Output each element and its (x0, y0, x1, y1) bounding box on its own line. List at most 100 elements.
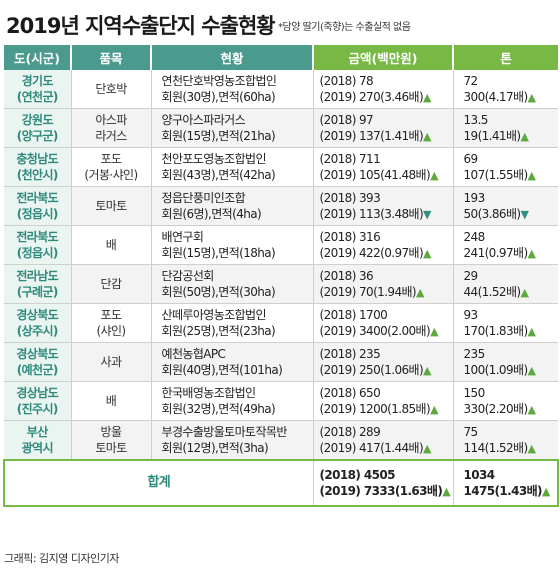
amount-cell: (2018) 711 (2019) 105(41.48배)▲ (313, 147, 454, 187)
ton-trend-icon: ▲ (520, 285, 529, 299)
item-line: 토마토 (95, 441, 127, 455)
ton-2019: 241(0.97배) (463, 245, 529, 260)
status-line: 연천단호박영농조합법인 (161, 74, 277, 88)
region-line: (구례군) (16, 285, 59, 299)
ton-2019-line: 107(1.55배)▲ (464, 167, 559, 184)
ton-cell: 69 107(1.55배)▲ (453, 147, 559, 187)
item-line: (샤인) (96, 324, 126, 338)
col-header-amount: 금액(백만원) (313, 45, 454, 70)
status-cell: 예천농협APC 회원(40명),면적(101ha) (151, 342, 314, 382)
item-line: 단감 (100, 277, 122, 291)
region-line: 경기도 (21, 74, 54, 88)
region-line: (연천군) (16, 90, 59, 104)
ton-2019-line: 241(0.97배)▲ (464, 245, 559, 262)
region-cell: 전라북도 (정읍시) (4, 186, 72, 226)
amount-2018: (2018) 1700 (319, 307, 388, 322)
ton-2019: 170(1.83배) (463, 323, 529, 338)
amount-2019-line: (2019) 113(3.48배)▼ (320, 206, 453, 223)
amount-2019-line: (2019) 70(1.94배)▲ (320, 284, 453, 301)
status-line: 회원(43명),면적(42ha) (161, 168, 276, 182)
amount-2019-line: (2019) 137(1.41배)▲ (320, 128, 453, 145)
amount-2019: (2019) 3400(2.00배) (319, 323, 431, 338)
ton-cell: 29 44(1.52배)▲ (453, 264, 558, 304)
amount-2018: (2018) 78 (319, 73, 374, 88)
amount-2019-line: (2019) 105(41.48배)▲ (320, 167, 453, 184)
ton-cell: 75 114(1.52배)▲ (453, 420, 559, 461)
amount-trend-icon: ▲ (423, 246, 431, 260)
region-cell: 경상북도 (예천군) (4, 342, 72, 382)
region-line: 전라북도 (16, 230, 59, 244)
region-line: 강원도 (21, 113, 54, 127)
total-amount-trend-icon: ▲ (442, 484, 451, 498)
amount-2019: (2019) 417(1.44배) (319, 440, 424, 455)
item-line: 아스파 (95, 113, 127, 127)
ton-trend-icon: ▲ (520, 129, 529, 143)
ton-trend-icon: ▲ (527, 246, 536, 260)
region-cell: 경상북도 (상주시) (4, 303, 72, 343)
ton-2019-line: 330(2.20배)▲ (464, 401, 559, 418)
ton-2018: 193 (463, 190, 486, 205)
item-cell: 토마토 (71, 186, 152, 226)
status-line: 배연구회 (161, 230, 204, 244)
ton-2019: 44(1.52배) (463, 284, 522, 299)
region-line: (상주시) (16, 324, 59, 338)
amount-trend-icon: ▲ (423, 363, 431, 377)
amount-2019: (2019) 250(1.06배) (319, 362, 424, 377)
amount-2019: (2019) 70(1.94배) (319, 284, 417, 299)
amount-trend-icon: ▲ (430, 402, 438, 416)
ton-2018: 235 (463, 346, 486, 361)
amount-2018: (2018) 650 (319, 385, 381, 400)
region-line: 전라남도 (16, 269, 59, 283)
col-header-item: 품목 (71, 45, 152, 70)
total-ton-cell: 1034 1475(1.43배)▲ (453, 459, 559, 507)
ton-cell: 193 50(3.86배)▼ (453, 186, 558, 226)
amount-2018: (2018) 289 (319, 424, 381, 439)
status-cell: 한국배영농조합법인 회원(32명),면적(49ha) (151, 381, 314, 421)
ton-2018: 75 (463, 424, 479, 439)
ton-2019: 107(1.55배) (463, 167, 529, 182)
item-cell: 단감 (71, 264, 152, 304)
ton-trend-icon: ▼ (520, 207, 529, 221)
total-amount-2018: (2018) 4505 (319, 467, 396, 482)
amount-2018: (2018) 316 (319, 229, 381, 244)
region-cell: 경상남도 (진주시) (4, 381, 72, 421)
item-cell: 단호박 (71, 70, 152, 109)
amount-2019: (2019) 1200(1.85배) (319, 401, 431, 416)
item-line: 배 (105, 238, 117, 252)
ton-2019: 100(1.09배) (463, 362, 529, 377)
region-line: (진주시) (16, 402, 59, 416)
amount-cell: (2018) 650 (2019) 1200(1.85배)▲ (313, 381, 454, 421)
amount-cell: (2018) 289 (2019) 417(1.44배)▲ (313, 420, 454, 461)
ton-2019-line: 114(1.52배)▲ (464, 440, 559, 457)
region-cell: 전라남도 (구례군) (4, 264, 72, 304)
ton-2018: 29 (463, 268, 479, 283)
table-row: 충청남도 (천안시) 포도 (거봉·샤인) 천안포도영농조합법인 회원(43명),면적(4… (4, 147, 559, 187)
total-amount-cell: (2018) 4505 (2019) 7333(1.63배)▲ (313, 459, 454, 507)
page-title: 2019년 지역수출단지 수출현황 (6, 14, 276, 38)
col-header-ton: 톤 (453, 45, 558, 70)
total-amount-2019: (2019) 7333(1.63배) (319, 483, 443, 498)
amount-trend-icon: ▲ (416, 285, 424, 299)
status-line: 회원(25명),면적(23ha) (161, 324, 276, 338)
amount-2018: (2018) 393 (319, 190, 381, 205)
amount-2019-line: (2019) 3400(2.00배)▲ (320, 323, 453, 340)
status-line: 회원(15명),면적(18ha) (161, 246, 276, 260)
item-line: 방울 (100, 425, 122, 439)
export-table: 도(시군) 품목 현황 금액(백만원) 톤 경기도 (연천군) 단호박 연천단호박영농… (3, 45, 559, 507)
status-cell: 단감공선회 회원(50명),면적(30ha) (151, 264, 314, 304)
region-cell: 경기도 (연천군) (4, 70, 72, 109)
status-line: 회원(30명),면적(60ha) (161, 90, 276, 104)
col-header-region: 도(시군) (4, 45, 72, 70)
item-line: 사과 (100, 355, 122, 369)
amount-cell: (2018) 316 (2019) 422(0.97배)▲ (313, 225, 454, 265)
status-line: 회원(12명),면적(3ha) (161, 441, 269, 455)
status-line: 천안포도영농조합법인 (161, 152, 267, 166)
ton-2019: 300(4.17배) (463, 89, 529, 104)
region-line: 경상북도 (16, 308, 59, 322)
ton-2019: 330(2.20배) (463, 401, 529, 416)
status-cell: 양구아스파라거스 회원(15명),면적(21ha) (151, 108, 314, 148)
item-line: 단호박 (95, 82, 127, 96)
ton-cell: 248 241(0.97배)▲ (453, 225, 559, 265)
